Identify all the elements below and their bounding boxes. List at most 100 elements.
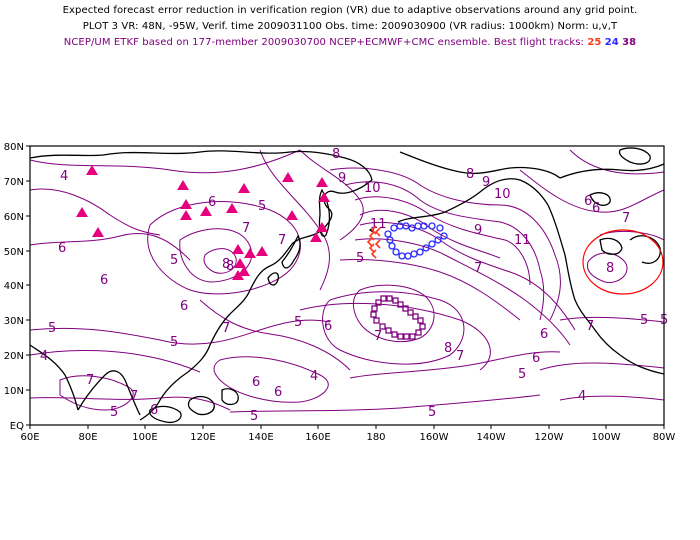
contour-label: 5 [48,321,56,336]
track-24-point [440,232,448,240]
raob-triangle [282,172,294,182]
track-25-marker [368,231,375,241]
lon-label: 100W [592,432,621,443]
coastline [559,163,665,179]
lat-label: 10N [4,386,24,397]
contour-label: 6 [532,351,540,366]
contour-label: 5 [110,405,118,420]
track-25-marker [370,225,377,235]
contour-line [559,316,665,323]
lat-label: 30N [4,316,24,327]
contour-line [329,167,561,321]
lon-label: 180 [366,432,385,443]
contour-label: 6 [324,319,332,334]
contour-label: 6 [584,194,592,209]
longitude-labels: 60E 80E 100E 120E 140E 160E 180 160W 140… [20,432,675,443]
raob-triangle [177,180,189,190]
contour-label: 8 [332,147,340,162]
raob-triangle [238,183,250,193]
contour-label: 7 [374,329,382,344]
raob-triangle [310,232,322,242]
contour-line [29,188,161,236]
contour-labels: 8 7 6 5 4 9 10 11 9 10 11 9 8 7 6 5 8 7 … [40,147,668,424]
contour-label: 5 [258,199,266,214]
track-24-point [392,248,400,256]
map-title-line-2: PLOT 3 VR: 48N, -95W, Verif. time 200903… [82,21,618,32]
track-38-point [417,317,424,324]
raob-triangle [86,165,98,175]
raob-triangle [238,266,250,276]
flight-track-24 [384,222,448,260]
contour-label: 5 [170,253,178,268]
contour-label: 9 [482,175,490,190]
contour-label: 8 [444,341,452,356]
axis-ticks [26,145,665,429]
coastline [149,405,182,424]
contour-label: 6 [180,299,188,314]
contour-label: 6 [592,201,600,216]
contour-label: 7 [456,349,464,364]
track-38-point [412,313,419,320]
coastline [221,388,239,406]
contour-line [519,169,665,213]
contour-label: 5 [294,315,302,330]
lat-label: 80N [4,142,24,153]
lat-label: 70N [4,177,24,188]
raob-triangle [226,203,238,213]
contour-label: 9 [474,223,482,238]
raob-triangle [76,207,88,217]
raob-triangle [256,246,268,256]
lon-label: 60E [20,432,39,443]
raob-triangle [232,244,244,254]
contour-label: 7 [622,211,630,226]
contour-label: 9 [338,171,346,186]
contour-label: 5 [170,335,178,350]
raob-triangle [180,210,192,220]
map-title-line-1: Expected forecast error reduction in ver… [62,5,638,16]
contour-label: 4 [310,369,318,384]
contour-label: 5 [356,251,364,266]
contour-line [203,248,237,274]
track-25-marker [370,249,377,259]
track-24-point [428,222,436,230]
lat-label: 40N [4,281,24,292]
contour-line [29,233,191,261]
contour-line [199,299,351,371]
track-38-point [371,305,378,312]
contour-line [29,396,231,411]
contour-line [339,259,521,321]
contour-line [353,284,435,343]
contour-label: 7 [222,321,230,336]
track-38-point [403,333,410,340]
track-38-point [409,333,416,340]
lon-label: 80W [653,432,676,443]
contour-line [59,375,134,411]
coastlines [29,147,665,424]
raob-triangle [180,199,192,209]
track-38-point [415,329,422,336]
lon-label: 160W [420,432,449,443]
lon-label: 120W [535,432,564,443]
track-24-point [434,236,442,244]
contour-line [299,149,364,241]
coastline [29,344,79,411]
coastline [599,237,623,255]
lat-label: 20N [4,351,24,362]
track-38-point [402,305,409,312]
contour-line [179,228,253,283]
contour-label: 7 [242,221,250,236]
raob-triangle [286,210,298,220]
contour-label: 11 [514,233,531,248]
contour-line [569,149,665,175]
raob-markers [76,165,330,280]
track-38-point [370,311,377,318]
coastline [397,178,549,223]
lat-label: EQ [10,421,24,432]
contour-label: 7 [586,319,594,334]
contour-label: 7 [130,389,138,404]
contour-label: 6 [58,241,66,256]
lon-label: 140W [477,432,506,443]
track-24-point [436,224,444,232]
contour-label: 10 [494,187,511,202]
